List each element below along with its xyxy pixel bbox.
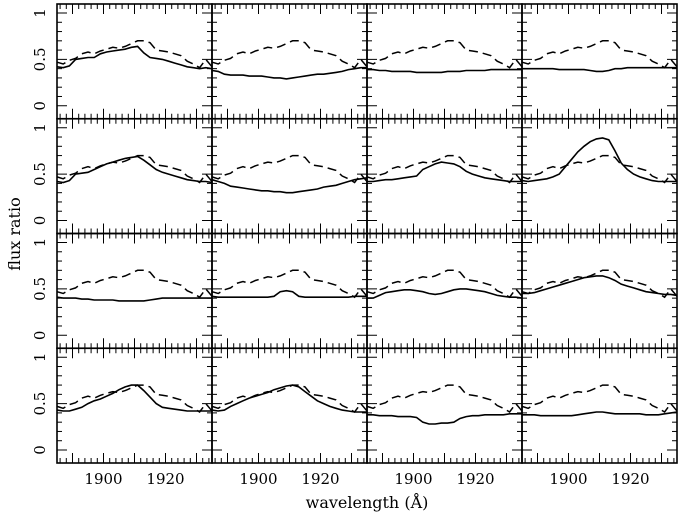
series-solid-line (367, 68, 522, 74)
series-dashed-line (366, 154, 523, 184)
series-dashed-line (211, 384, 368, 413)
y-tick-label: 0.5 (31, 47, 49, 71)
panel-r1c4 (521, 3, 678, 120)
series-dashed-line (211, 154, 368, 184)
y-tick-label: 0 (31, 216, 49, 226)
series-solid-line (367, 412, 522, 425)
series-dashed-line (521, 40, 678, 69)
series-solid-line (367, 288, 523, 299)
series-solid-line (56, 296, 212, 302)
y-tick-label: 0 (31, 331, 49, 341)
x-tick-label: 1920 (611, 470, 649, 488)
series-dashed-line (56, 269, 213, 299)
series-solid-line (367, 161, 522, 183)
panel-r4c1 (56, 347, 213, 464)
series-solid-line (211, 177, 368, 194)
series-dashed-line (366, 269, 523, 299)
series-solid-line (56, 155, 213, 184)
x-tick-label: 1900 (549, 470, 587, 488)
y-tick-label: 1 (31, 123, 49, 133)
series-solid-line (56, 45, 213, 70)
panel-r3c2 (211, 232, 368, 350)
series-solid-line (522, 66, 677, 73)
series-solid-line (211, 66, 367, 80)
panel-r4c3 (366, 347, 523, 464)
y-tick-label: 0.5 (31, 392, 49, 416)
y-tick-label: 0.5 (31, 162, 49, 186)
y-tick-label: 1 (31, 353, 49, 363)
series-dashed-line (521, 269, 678, 299)
series-solid-line (211, 384, 367, 413)
x-tick-label: 1920 (146, 470, 184, 488)
series-dashed-line (521, 384, 678, 413)
panel-r4c4 (521, 347, 678, 464)
x-tick-label: 1900 (239, 470, 277, 488)
y-tick-label: 1 (31, 238, 49, 248)
series-dashed-line (211, 269, 368, 299)
series-solid-line (522, 275, 678, 297)
y-tick-label: 0 (31, 101, 49, 111)
y-axis-title: flux ratio (5, 197, 24, 270)
series-solid-line (522, 411, 678, 417)
x-tick-label: 1900 (394, 470, 432, 488)
x-tick-label: 1920 (301, 470, 339, 488)
panels-layer (56, 3, 678, 464)
y-tick-label: 1 (31, 8, 49, 18)
series-solid-line (211, 289, 367, 299)
series-solid-line (521, 137, 677, 183)
x-tick-label: 1900 (84, 470, 122, 488)
series-dashed-line (56, 154, 213, 184)
y-tick-label: 0.5 (31, 277, 49, 301)
series-dashed-line (211, 40, 368, 69)
series-dashed-line (366, 40, 523, 69)
series-solid-line (56, 384, 212, 412)
series-dashed-line (366, 384, 523, 413)
tick-labels-layer: 1900 1920 1900 1920 1900 1920 1900 1920 0 0.5 1 0 0.… (31, 8, 650, 488)
series-dashed-line (521, 154, 678, 184)
y-tick-label: 0 (31, 445, 49, 455)
panel-r2c3 (366, 117, 523, 235)
panel-r1c2 (211, 3, 368, 120)
series-dashed-line (56, 384, 213, 413)
x-axis-title: wavelength (Å) (306, 492, 429, 512)
x-tick-label: 1920 (456, 470, 494, 488)
series-dashed-line (56, 40, 213, 69)
